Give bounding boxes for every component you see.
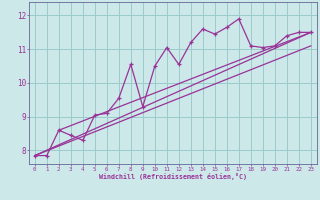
X-axis label: Windchill (Refroidissement éolien,°C): Windchill (Refroidissement éolien,°C) <box>99 173 247 180</box>
